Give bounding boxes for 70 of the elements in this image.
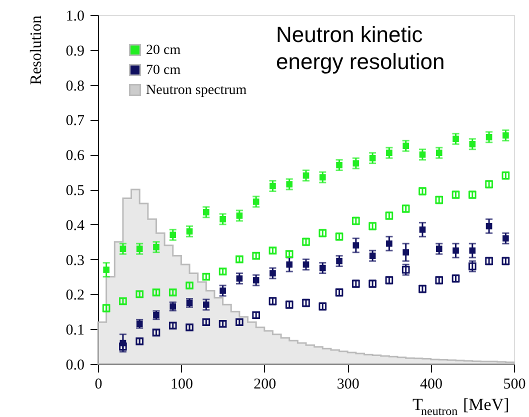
text: Neutron kinetic energy resolution xyxy=(276,22,445,74)
point xyxy=(419,151,426,158)
point xyxy=(220,288,226,294)
point xyxy=(336,162,342,168)
point xyxy=(270,270,276,276)
x-tick-label: 500 xyxy=(503,376,526,392)
x-tick-label: 0 xyxy=(94,376,102,392)
point xyxy=(319,174,326,180)
point xyxy=(170,303,176,310)
point xyxy=(203,302,210,308)
point xyxy=(186,228,193,235)
y-tick-label: 0.5 xyxy=(66,183,84,199)
point xyxy=(319,264,326,272)
y-tick-label: 0.6 xyxy=(66,148,85,164)
point xyxy=(220,216,226,222)
point xyxy=(252,198,260,205)
y-tick-label: 0.1 xyxy=(66,322,84,339)
point xyxy=(469,247,476,254)
point xyxy=(452,136,459,142)
point xyxy=(386,240,392,247)
point xyxy=(136,320,143,328)
y-tick-label: 0.8 xyxy=(66,78,84,94)
legend-label: 70 cm xyxy=(146,63,181,78)
y-tick-label: 0.2 xyxy=(66,288,84,304)
x-tick-label: 100 xyxy=(170,376,193,392)
point xyxy=(153,244,160,250)
point xyxy=(236,275,243,282)
point xyxy=(336,258,342,264)
point xyxy=(203,209,210,216)
point xyxy=(136,246,143,252)
legend-label: Neutron spectrum xyxy=(146,83,247,98)
point xyxy=(302,261,310,268)
x-tick-label: 300 xyxy=(336,376,360,392)
y-tick-label: 0.9 xyxy=(66,43,84,60)
y-tick-label: 1.0 xyxy=(66,8,84,24)
point xyxy=(286,181,293,188)
point xyxy=(436,150,442,156)
point xyxy=(419,226,426,233)
x-tick-label: 200 xyxy=(254,376,276,392)
point xyxy=(186,300,193,306)
y-tick-label: 0.0 xyxy=(66,358,84,374)
point xyxy=(436,246,442,252)
point xyxy=(486,222,492,230)
point xyxy=(153,312,160,318)
y-axis-title: Resolution xyxy=(28,16,45,85)
y-tick-label: 0.7 xyxy=(66,113,85,130)
point xyxy=(402,249,410,256)
point xyxy=(170,232,176,238)
point xyxy=(270,182,276,190)
point xyxy=(302,172,310,179)
point xyxy=(386,150,392,156)
point xyxy=(502,132,509,139)
y-tick-label: 0.4 xyxy=(66,218,85,234)
point xyxy=(402,142,410,150)
point xyxy=(486,134,492,140)
point xyxy=(369,252,376,259)
point xyxy=(469,140,476,148)
y-tick-label: 0.3 xyxy=(66,252,84,269)
point xyxy=(502,235,509,242)
point xyxy=(236,212,243,219)
point xyxy=(369,154,376,162)
point xyxy=(286,261,293,268)
point xyxy=(352,160,360,166)
legend-label: 20 cm xyxy=(146,43,181,58)
point xyxy=(252,277,260,284)
point xyxy=(103,266,110,273)
point xyxy=(352,242,360,249)
point xyxy=(120,246,126,252)
point xyxy=(452,247,459,254)
x-tick-label: 400 xyxy=(420,376,443,392)
